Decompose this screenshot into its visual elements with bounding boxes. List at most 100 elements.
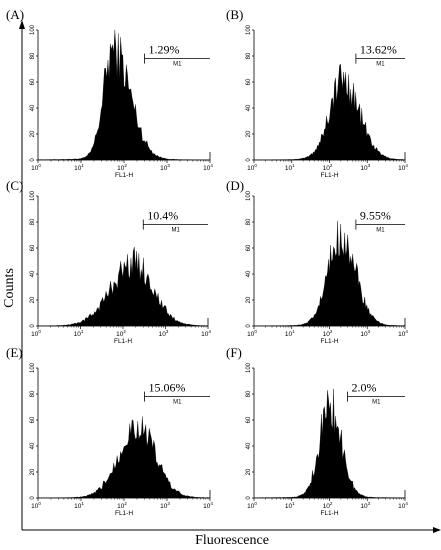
y-tick-label: 100: [30, 190, 36, 201]
y-tick-label: 40: [30, 270, 36, 277]
y-tick-label: 80: [30, 390, 36, 397]
y-tick-label: 80: [30, 52, 36, 59]
y-tick-label: 60: [246, 416, 252, 423]
x-axis-name: FL1-H: [320, 510, 338, 517]
y-tick-label: 40: [30, 442, 36, 449]
histogram-panel: (F) 0 20 40 60 80 100 100 101 102 103 104 FL1-H M1 2.0…: [226, 345, 408, 517]
y-tick-label: 60: [246, 78, 252, 85]
x-tick-label: 102: [323, 501, 333, 510]
percent-label: 15.06%: [149, 381, 186, 395]
histogram-panel: (B) 0 20 40 60 80 100 100 101 102 103 104 FL1-H M1 13.…: [226, 7, 408, 179]
histogram-area: [253, 63, 406, 161]
y-tick-label: 80: [30, 218, 36, 225]
x-axis-name: FL1-H: [114, 338, 132, 345]
x-arrow-head: [433, 527, 441, 533]
y-tick-label: 0: [246, 324, 252, 328]
marker-label: M1: [173, 62, 182, 68]
x-tick-label: 103: [159, 329, 169, 338]
histogram-area: [37, 416, 211, 499]
panel-letter: (F): [226, 345, 242, 360]
percent-label: 10.4%: [147, 209, 178, 223]
y-tick-label: 80: [246, 218, 252, 225]
x-tick-label: 104: [203, 501, 213, 510]
y-tick-label: 60: [246, 244, 252, 251]
histogram-panel: (D) 0 20 40 60 80 100 100 101 102 103 104 FL1-H M1 9.5…: [226, 178, 408, 345]
panel-letter: (B): [226, 7, 243, 22]
y-tick-label: 20: [30, 468, 36, 475]
x-tick-label: 100: [247, 501, 257, 510]
histogram-area: [253, 388, 406, 499]
y-tick-label: 0: [30, 158, 36, 162]
x-tick-label: 104: [201, 329, 211, 338]
y-tick-label: 80: [246, 390, 252, 397]
x-tick-label: 104: [398, 163, 408, 172]
y-tick-label: 60: [30, 78, 36, 85]
marker-label: M1: [372, 400, 381, 406]
panel-letter: (C): [6, 178, 23, 193]
y-tick-label: 100: [246, 24, 252, 35]
histogram-area: [253, 220, 406, 327]
x-axis-name: FL1-H: [320, 338, 338, 345]
y-tick-label: 100: [246, 362, 252, 373]
marker-label: M1: [376, 228, 385, 234]
x-tick-label: 103: [160, 163, 170, 172]
marker-label: M1: [171, 228, 180, 234]
x-tick-label: 101: [74, 501, 84, 510]
histogram-area: [37, 29, 211, 161]
y-axis-title: Counts: [2, 268, 17, 308]
y-tick-label: 0: [246, 158, 252, 162]
x-tick-label: 104: [398, 329, 408, 338]
x-tick-label: 100: [31, 329, 41, 338]
x-tick-label: 100: [247, 329, 257, 338]
x-tick-label: 101: [285, 163, 295, 172]
x-tick-label: 103: [360, 501, 370, 510]
percent-label: 1.29%: [149, 43, 180, 57]
x-tick-label: 100: [31, 163, 41, 172]
x-axis-title: Fluorescence: [195, 533, 269, 548]
panel-letter: (D): [226, 178, 244, 193]
histogram-panel: (E) 0 20 40 60 80 100 100 101 102 103 104 FL1-H M1 15.…: [6, 345, 213, 517]
y-tick-label: 60: [30, 244, 36, 251]
x-tick-label: 101: [74, 329, 84, 338]
x-tick-label: 100: [31, 501, 41, 510]
x-tick-label: 102: [117, 501, 127, 510]
y-tick-label: 40: [246, 270, 252, 277]
y-tick-label: 100: [246, 190, 252, 201]
x-tick-label: 102: [116, 329, 126, 338]
y-tick-label: 40: [30, 104, 36, 111]
x-tick-label: 103: [160, 501, 170, 510]
percent-label: 2.0%: [352, 381, 377, 395]
x-tick-label: 102: [323, 329, 333, 338]
y-tick-label: 0: [246, 496, 252, 500]
marker-label: M1: [376, 62, 385, 68]
histogram-panel: (C) 0 20 40 60 80 100 100 101 102 103 104 FL1-H M1 10.…: [6, 178, 211, 345]
y-tick-label: 100: [30, 362, 36, 373]
panel-letter: (A): [6, 7, 24, 22]
y-tick-label: 20: [246, 130, 252, 137]
x-axis-name: FL1-H: [115, 510, 133, 517]
x-tick-label: 102: [117, 163, 127, 172]
y-arrow-head: [19, 20, 25, 29]
x-axis-name: FL1-H: [320, 172, 338, 179]
y-tick-label: 0: [30, 496, 36, 500]
histogram-panel: (A) 0 20 40 60 80 100 100 101 102 103 104 FL1-H M1 1.2…: [6, 7, 213, 179]
x-tick-label: 101: [285, 501, 295, 510]
y-tick-label: 0: [30, 324, 36, 328]
x-tick-label: 100: [247, 163, 257, 172]
x-axis-name: FL1-H: [115, 172, 133, 179]
y-tick-label: 20: [246, 296, 252, 303]
x-tick-label: 103: [360, 163, 370, 172]
y-tick-label: 40: [246, 104, 252, 111]
x-tick-label: 101: [74, 163, 84, 172]
histogram-area: [37, 246, 209, 327]
x-tick-label: 103: [360, 329, 370, 338]
y-tick-label: 20: [30, 296, 36, 303]
y-tick-label: 20: [30, 130, 36, 137]
x-tick-label: 104: [203, 163, 213, 172]
y-tick-label: 80: [246, 52, 252, 59]
panel-letter: (E): [6, 345, 23, 360]
x-tick-label: 104: [398, 501, 408, 510]
percent-label: 13.62%: [360, 43, 397, 57]
y-tick-label: 60: [30, 416, 36, 423]
